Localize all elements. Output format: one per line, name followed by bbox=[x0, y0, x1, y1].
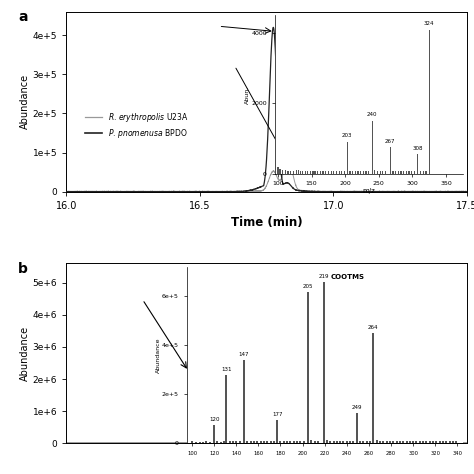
Text: a: a bbox=[18, 10, 28, 24]
Text: b: b bbox=[18, 262, 28, 276]
Legend: $R$. $erythropolis$ U23A, $P$. $pnomenusa$ BPDO: $R$. $erythropolis$ U23A, $P$. $pnomenus… bbox=[82, 108, 192, 143]
X-axis label: Time (min): Time (min) bbox=[231, 216, 302, 229]
Y-axis label: Abundance: Abundance bbox=[20, 326, 30, 381]
Y-axis label: Abundance: Abundance bbox=[20, 74, 30, 129]
